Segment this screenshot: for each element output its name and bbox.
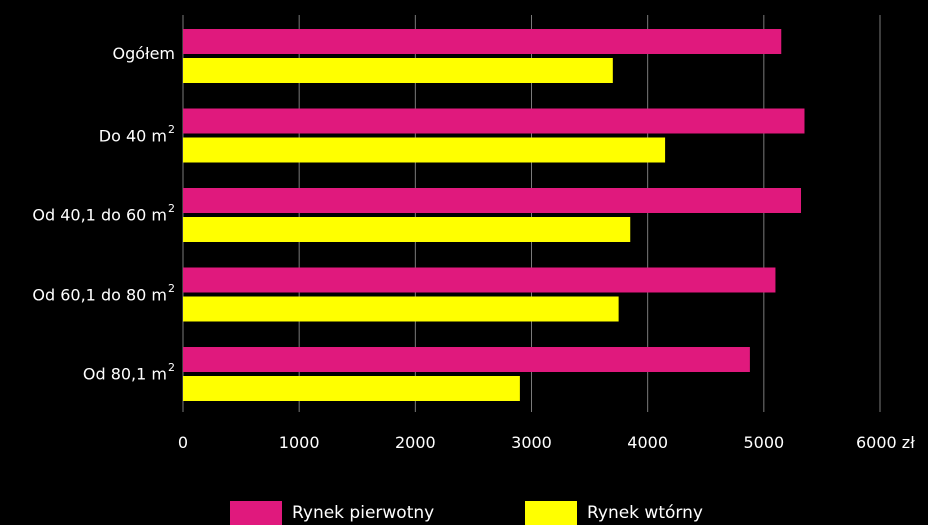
x-tick-label: 6000 zł <box>856 433 915 452</box>
category-label-superscript: 2 <box>168 361 175 374</box>
bar-primary-4 <box>183 347 750 372</box>
x-tick-label: 3000 <box>511 433 552 452</box>
bar-secondary-4 <box>183 376 520 401</box>
bar-secondary-2 <box>183 217 631 242</box>
x-tick-label: 5000 <box>743 433 784 452</box>
category-label-text: Od 80,1 m <box>82 364 167 384</box>
bar-secondary-3 <box>183 296 619 322</box>
category-label-text: Od 40,1 do 60 m <box>32 205 167 225</box>
category-label-text: Od 60,1 do 80 m <box>32 284 167 304</box>
legend-swatch-series-1 <box>230 501 282 525</box>
category-label: Od 40,1 do 60 m2 <box>32 202 175 225</box>
legend-label-series-2: Rynek wtórny <box>587 503 703 523</box>
category-label-superscript: 2 <box>168 281 175 295</box>
category-label-text: Do 40 m <box>98 125 167 145</box>
legend: Rynek pierwotny Rynek wtórny <box>0 501 928 525</box>
legend-label-series-1: Rynek pierwotny <box>292 503 435 523</box>
legend-swatch-series-2 <box>525 501 577 525</box>
x-tick-label: 4000 <box>627 433 668 452</box>
x-tick-labels: 0 1000 2000 3000 4000 5000 6000 zł <box>178 433 915 452</box>
category-label-superscript: 2 <box>168 202 175 215</box>
category-label: Ogółem <box>112 46 175 62</box>
x-tick-label: 2000 <box>395 433 436 452</box>
bar-primary-1 <box>183 108 805 134</box>
x-tick-label: 0 <box>178 433 188 452</box>
category-label: Do 40 m2 <box>98 122 175 145</box>
legend-item-series-2: Rynek wtórny <box>525 501 703 525</box>
category-label-text: Ogółem <box>112 44 175 63</box>
bar-primary-0 <box>183 29 782 54</box>
bar-primary-3 <box>183 267 776 293</box>
bar-secondary-1 <box>183 137 666 163</box>
bars <box>183 29 805 401</box>
bar-primary-2 <box>183 188 802 213</box>
category-label: Od 80,1 m2 <box>82 361 175 384</box>
category-label: Od 60,1 do 80 m2 <box>32 281 175 304</box>
legend-item-series-1: Rynek pierwotny <box>230 501 434 525</box>
bar-secondary-0 <box>183 58 613 83</box>
x-tick-label: 1000 <box>279 433 320 452</box>
category-label-superscript: 2 <box>168 122 175 136</box>
